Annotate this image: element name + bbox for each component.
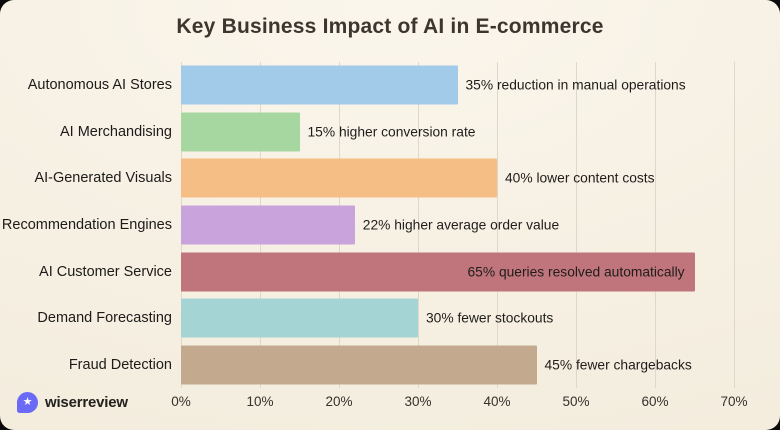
bar-value-label: 35% reduction in manual operations (465, 77, 686, 93)
x-tick-label: 30% (404, 394, 432, 409)
x-axis-ticks: 0% 10% 20% 30% 40% 50% 60% 70% (171, 394, 747, 414)
category-label: AI Customer Service (39, 263, 172, 280)
bar (181, 65, 458, 105)
bar (181, 158, 497, 198)
bar-row: 15% higher conversion rate (181, 109, 734, 156)
category-label: Recommendation Engines (1, 216, 172, 233)
gridline (497, 62, 498, 388)
bar-row: 30% fewer stockouts (181, 295, 734, 342)
x-tick-label: 60% (641, 394, 669, 409)
bar-value-label: 40% lower content costs (505, 170, 655, 186)
gridline (576, 62, 577, 388)
bar-value-label: 30% fewer stockouts (426, 310, 554, 326)
category-label: Demand Forecasting (37, 310, 172, 327)
brand-footer: ★ wiserreview (17, 392, 128, 413)
category-label: AI-Generated Visuals (34, 170, 172, 187)
bar (181, 205, 355, 245)
bar-row: 45% fewer chargebacks (181, 341, 734, 388)
bar-row: 40% lower content costs (181, 155, 734, 202)
star-glyph: ★ (22, 395, 33, 408)
bar (181, 345, 537, 385)
bar-value-label: 65% queries resolved automatically (467, 264, 685, 280)
bar (181, 298, 418, 338)
bar (181, 112, 300, 152)
bar-value-label: 45% fewer chargebacks (544, 357, 692, 373)
x-tick-label: 50% (562, 394, 590, 409)
x-tick-label: 40% (483, 394, 511, 409)
bar-value-label: 15% higher conversion rate (307, 124, 476, 140)
bar (181, 252, 695, 292)
chart-title: Key Business Impact of AI in E-commerce (176, 15, 604, 38)
category-label: Autonomous AI Stores (27, 77, 172, 94)
category-axis: Autonomous AI Stores AI Merchandising AI-G… (0, 62, 172, 388)
brand-name: wiserreview (45, 394, 128, 411)
star-bubble-icon: ★ (17, 392, 38, 413)
bar-row: 65% queries resolved automatically (181, 248, 734, 295)
bar-row: 35% reduction in manual operations (181, 62, 734, 109)
gridline (734, 62, 735, 388)
plot-area: 35% reduction in manual operations 15% hi… (181, 62, 735, 388)
bar-row: 22% higher average order value (181, 202, 734, 249)
x-tick-label: 0% (171, 394, 191, 409)
category-label: AI Merchandising (59, 123, 172, 140)
x-tick-label: 10% (246, 394, 274, 409)
x-tick-label: 70% (720, 394, 748, 409)
gridline (655, 62, 656, 388)
gridline (418, 62, 419, 388)
bar-value-label: 22% higher average order value (362, 217, 560, 233)
category-label: Fraud Detection (68, 356, 172, 373)
x-tick-label: 20% (325, 394, 353, 409)
